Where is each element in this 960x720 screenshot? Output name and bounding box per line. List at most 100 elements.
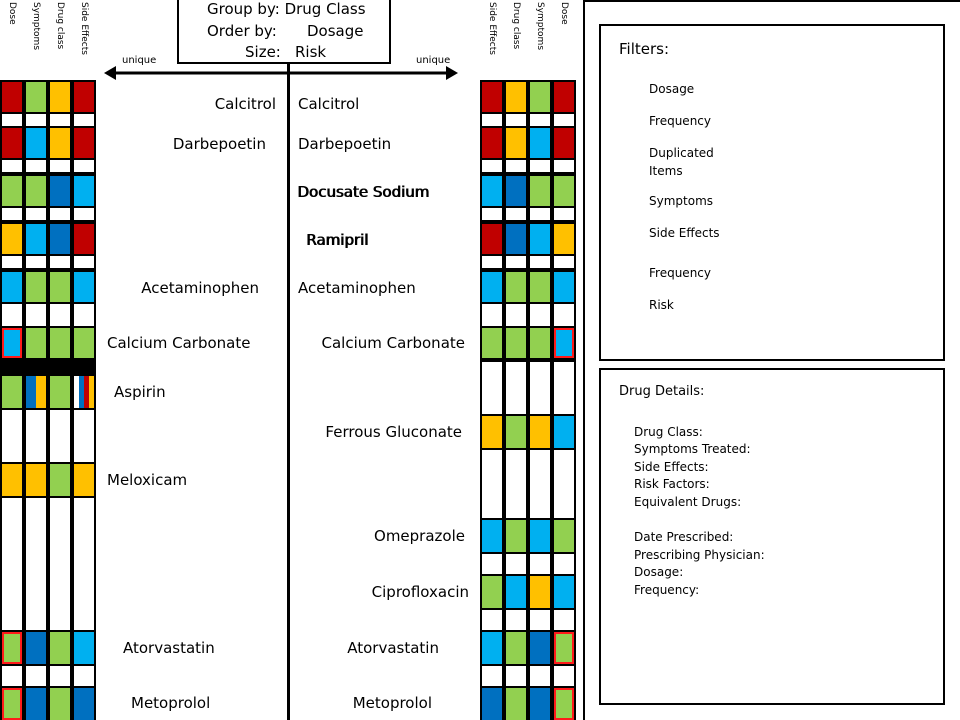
- left-cell-split[interactable]: [89, 376, 94, 408]
- right-cell[interactable]: [530, 82, 550, 112]
- left-cell[interactable]: [26, 224, 46, 254]
- filter-frequency[interactable]: Frequency: [649, 114, 711, 128]
- right-cell[interactable]: [554, 520, 574, 552]
- left-cell[interactable]: [2, 82, 22, 112]
- left-cell[interactable]: [26, 328, 46, 358]
- left-cell[interactable]: [2, 376, 22, 408]
- left-column-header[interactable]: Symptoms: [31, 2, 41, 51]
- right-column-header[interactable]: Drug class: [511, 2, 521, 50]
- left-column-header[interactable]: Side Effects: [79, 2, 89, 55]
- left-drug-name[interactable]: Acetaminophen: [141, 279, 259, 297]
- right-cell[interactable]: [506, 520, 526, 552]
- right-cell[interactable]: [506, 272, 526, 302]
- right-cell[interactable]: [530, 272, 550, 302]
- right-cell[interactable]: [554, 576, 574, 608]
- left-drug-name[interactable]: Darbepoetin: [172, 135, 266, 153]
- left-cell[interactable]: [2, 224, 22, 254]
- left-cell[interactable]: [2, 128, 22, 158]
- right-cell[interactable]: [554, 328, 574, 358]
- left-cell[interactable]: [26, 688, 46, 720]
- left-cell-split[interactable]: [84, 376, 89, 408]
- filter-side-effects[interactable]: Side Effects: [649, 226, 720, 240]
- left-cell[interactable]: [2, 272, 22, 302]
- right-cell[interactable]: [554, 224, 574, 254]
- right-drug-name[interactable]: Atorvastatin: [347, 639, 439, 657]
- left-cell[interactable]: [74, 328, 94, 358]
- right-drug-name[interactable]: Docusate Sodium: [298, 183, 430, 201]
- right-cell[interactable]: [530, 328, 550, 358]
- left-cell[interactable]: [74, 688, 94, 720]
- right-cell[interactable]: [506, 576, 526, 608]
- left-cell[interactable]: [74, 632, 94, 664]
- left-cell[interactable]: [74, 464, 94, 496]
- right-column-header[interactable]: Symptoms: [535, 2, 545, 51]
- right-cell[interactable]: [554, 176, 574, 206]
- left-cell[interactable]: [74, 224, 94, 254]
- left-cell[interactable]: [50, 128, 70, 158]
- right-drug-name[interactable]: Calcitrol: [298, 95, 360, 113]
- right-cell[interactable]: [506, 416, 526, 448]
- left-cell[interactable]: [2, 328, 22, 358]
- right-cell[interactable]: [554, 688, 574, 720]
- left-cell[interactable]: [26, 82, 46, 112]
- left-cell[interactable]: [26, 128, 46, 158]
- right-drug-name[interactable]: Calcium Carbonate: [321, 334, 465, 352]
- right-cell[interactable]: [482, 328, 502, 358]
- right-cell[interactable]: [506, 688, 526, 720]
- right-cell[interactable]: [482, 576, 502, 608]
- left-cell[interactable]: [26, 272, 46, 302]
- left-cell[interactable]: [2, 632, 22, 664]
- left-drug-name[interactable]: Metoprolol: [131, 694, 211, 712]
- left-cell[interactable]: [74, 176, 94, 206]
- filter-dosage[interactable]: Dosage: [649, 82, 695, 96]
- left-cell[interactable]: [74, 128, 94, 158]
- left-cell[interactable]: [50, 272, 70, 302]
- right-cell[interactable]: [554, 82, 574, 112]
- right-drug-name[interactable]: Omeprazole: [374, 527, 465, 545]
- left-cell[interactable]: [2, 176, 22, 206]
- left-cell[interactable]: [50, 632, 70, 664]
- right-cell[interactable]: [530, 224, 550, 254]
- filter-duplicated-items[interactable]: Duplicated Items: [649, 146, 714, 178]
- filter-side-effect-frequency[interactable]: Frequency: [649, 266, 711, 280]
- right-cell[interactable]: [506, 224, 526, 254]
- left-cell[interactable]: [50, 376, 70, 408]
- left-cell-split[interactable]: [79, 376, 84, 408]
- left-cell[interactable]: [50, 224, 70, 254]
- left-cell[interactable]: [50, 328, 70, 358]
- right-cell[interactable]: [506, 328, 526, 358]
- right-cell[interactable]: [554, 128, 574, 158]
- right-cell[interactable]: [530, 176, 550, 206]
- left-column-header[interactable]: Dose: [7, 2, 17, 25]
- left-cell[interactable]: [26, 176, 46, 206]
- right-cell[interactable]: [530, 128, 550, 158]
- right-drug-name[interactable]: Acetaminophen: [298, 279, 416, 297]
- right-cell[interactable]: [506, 632, 526, 664]
- right-cell[interactable]: [530, 688, 550, 720]
- left-cell-split[interactable]: [26, 376, 36, 408]
- left-column-header[interactable]: Drug class: [55, 2, 65, 50]
- right-cell[interactable]: [530, 416, 550, 448]
- right-cell[interactable]: [482, 688, 502, 720]
- right-cell[interactable]: [530, 632, 550, 664]
- right-cell[interactable]: [530, 576, 550, 608]
- left-drug-name[interactable]: Docusate Sodium: [297, 183, 429, 201]
- left-cell[interactable]: [50, 688, 70, 720]
- right-cell[interactable]: [530, 520, 550, 552]
- left-drug-name[interactable]: Calcitrol: [214, 95, 276, 113]
- right-cell[interactable]: [482, 82, 502, 112]
- left-drug-name[interactable]: Calcium Carbonate: [107, 334, 251, 352]
- right-cell[interactable]: [554, 416, 574, 448]
- right-drug-name[interactable]: Metoprolol: [352, 694, 432, 712]
- right-column-header[interactable]: Side Effects: [487, 2, 497, 55]
- left-cell[interactable]: [26, 632, 46, 664]
- right-cell[interactable]: [554, 272, 574, 302]
- right-drug-name[interactable]: Ferrous Gluconate: [325, 423, 462, 441]
- right-cell[interactable]: [482, 520, 502, 552]
- left-cell[interactable]: [50, 82, 70, 112]
- right-drug-name[interactable]: Ciprofloxacin: [371, 583, 469, 601]
- right-cell[interactable]: [482, 128, 502, 158]
- right-cell[interactable]: [482, 632, 502, 664]
- left-cell-split[interactable]: [36, 376, 46, 408]
- left-cell[interactable]: [50, 176, 70, 206]
